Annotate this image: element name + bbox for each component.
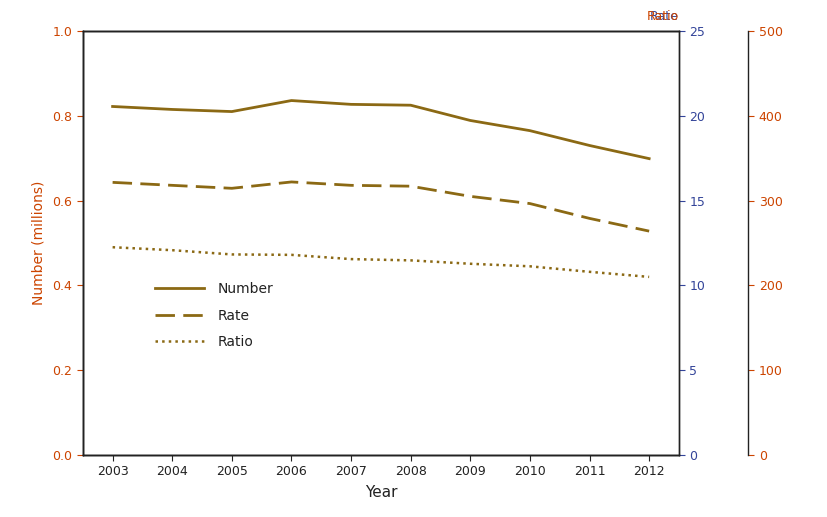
Number [405, 102, 415, 109]
Legend: Number, Rate, Ratio: Number, Rate, Ratio [149, 277, 279, 355]
Rate [643, 228, 653, 234]
Rate [346, 182, 356, 188]
Rate [286, 179, 296, 185]
Ratio [643, 274, 653, 280]
Line: Number: Number [112, 100, 648, 159]
Rate [405, 183, 415, 189]
Number [524, 128, 534, 134]
Text: Ratio: Ratio [646, 9, 678, 23]
Number [465, 117, 475, 124]
Number [584, 142, 594, 148]
Ratio [167, 247, 177, 253]
Rate [108, 179, 117, 186]
Ratio [405, 257, 415, 264]
Rate [167, 182, 177, 188]
Y-axis label: Number (millions): Number (millions) [31, 181, 45, 305]
Ratio [227, 251, 237, 257]
Ratio [465, 261, 475, 267]
Ratio [524, 263, 534, 269]
X-axis label: Year: Year [364, 485, 397, 500]
Rate [584, 215, 594, 221]
Number [108, 103, 117, 110]
Number [227, 109, 237, 115]
Number [286, 97, 296, 103]
Rate [227, 185, 237, 191]
Number [346, 101, 356, 108]
Rate [524, 201, 534, 207]
Ratio [346, 256, 356, 262]
Number [643, 156, 653, 162]
Line: Rate: Rate [112, 182, 648, 231]
Line: Ratio: Ratio [112, 247, 648, 277]
Rate [465, 193, 475, 200]
Ratio [584, 269, 594, 275]
Ratio [286, 252, 296, 258]
Number [167, 107, 177, 113]
Ratio [108, 244, 117, 250]
Text: Rate: Rate [649, 9, 678, 23]
